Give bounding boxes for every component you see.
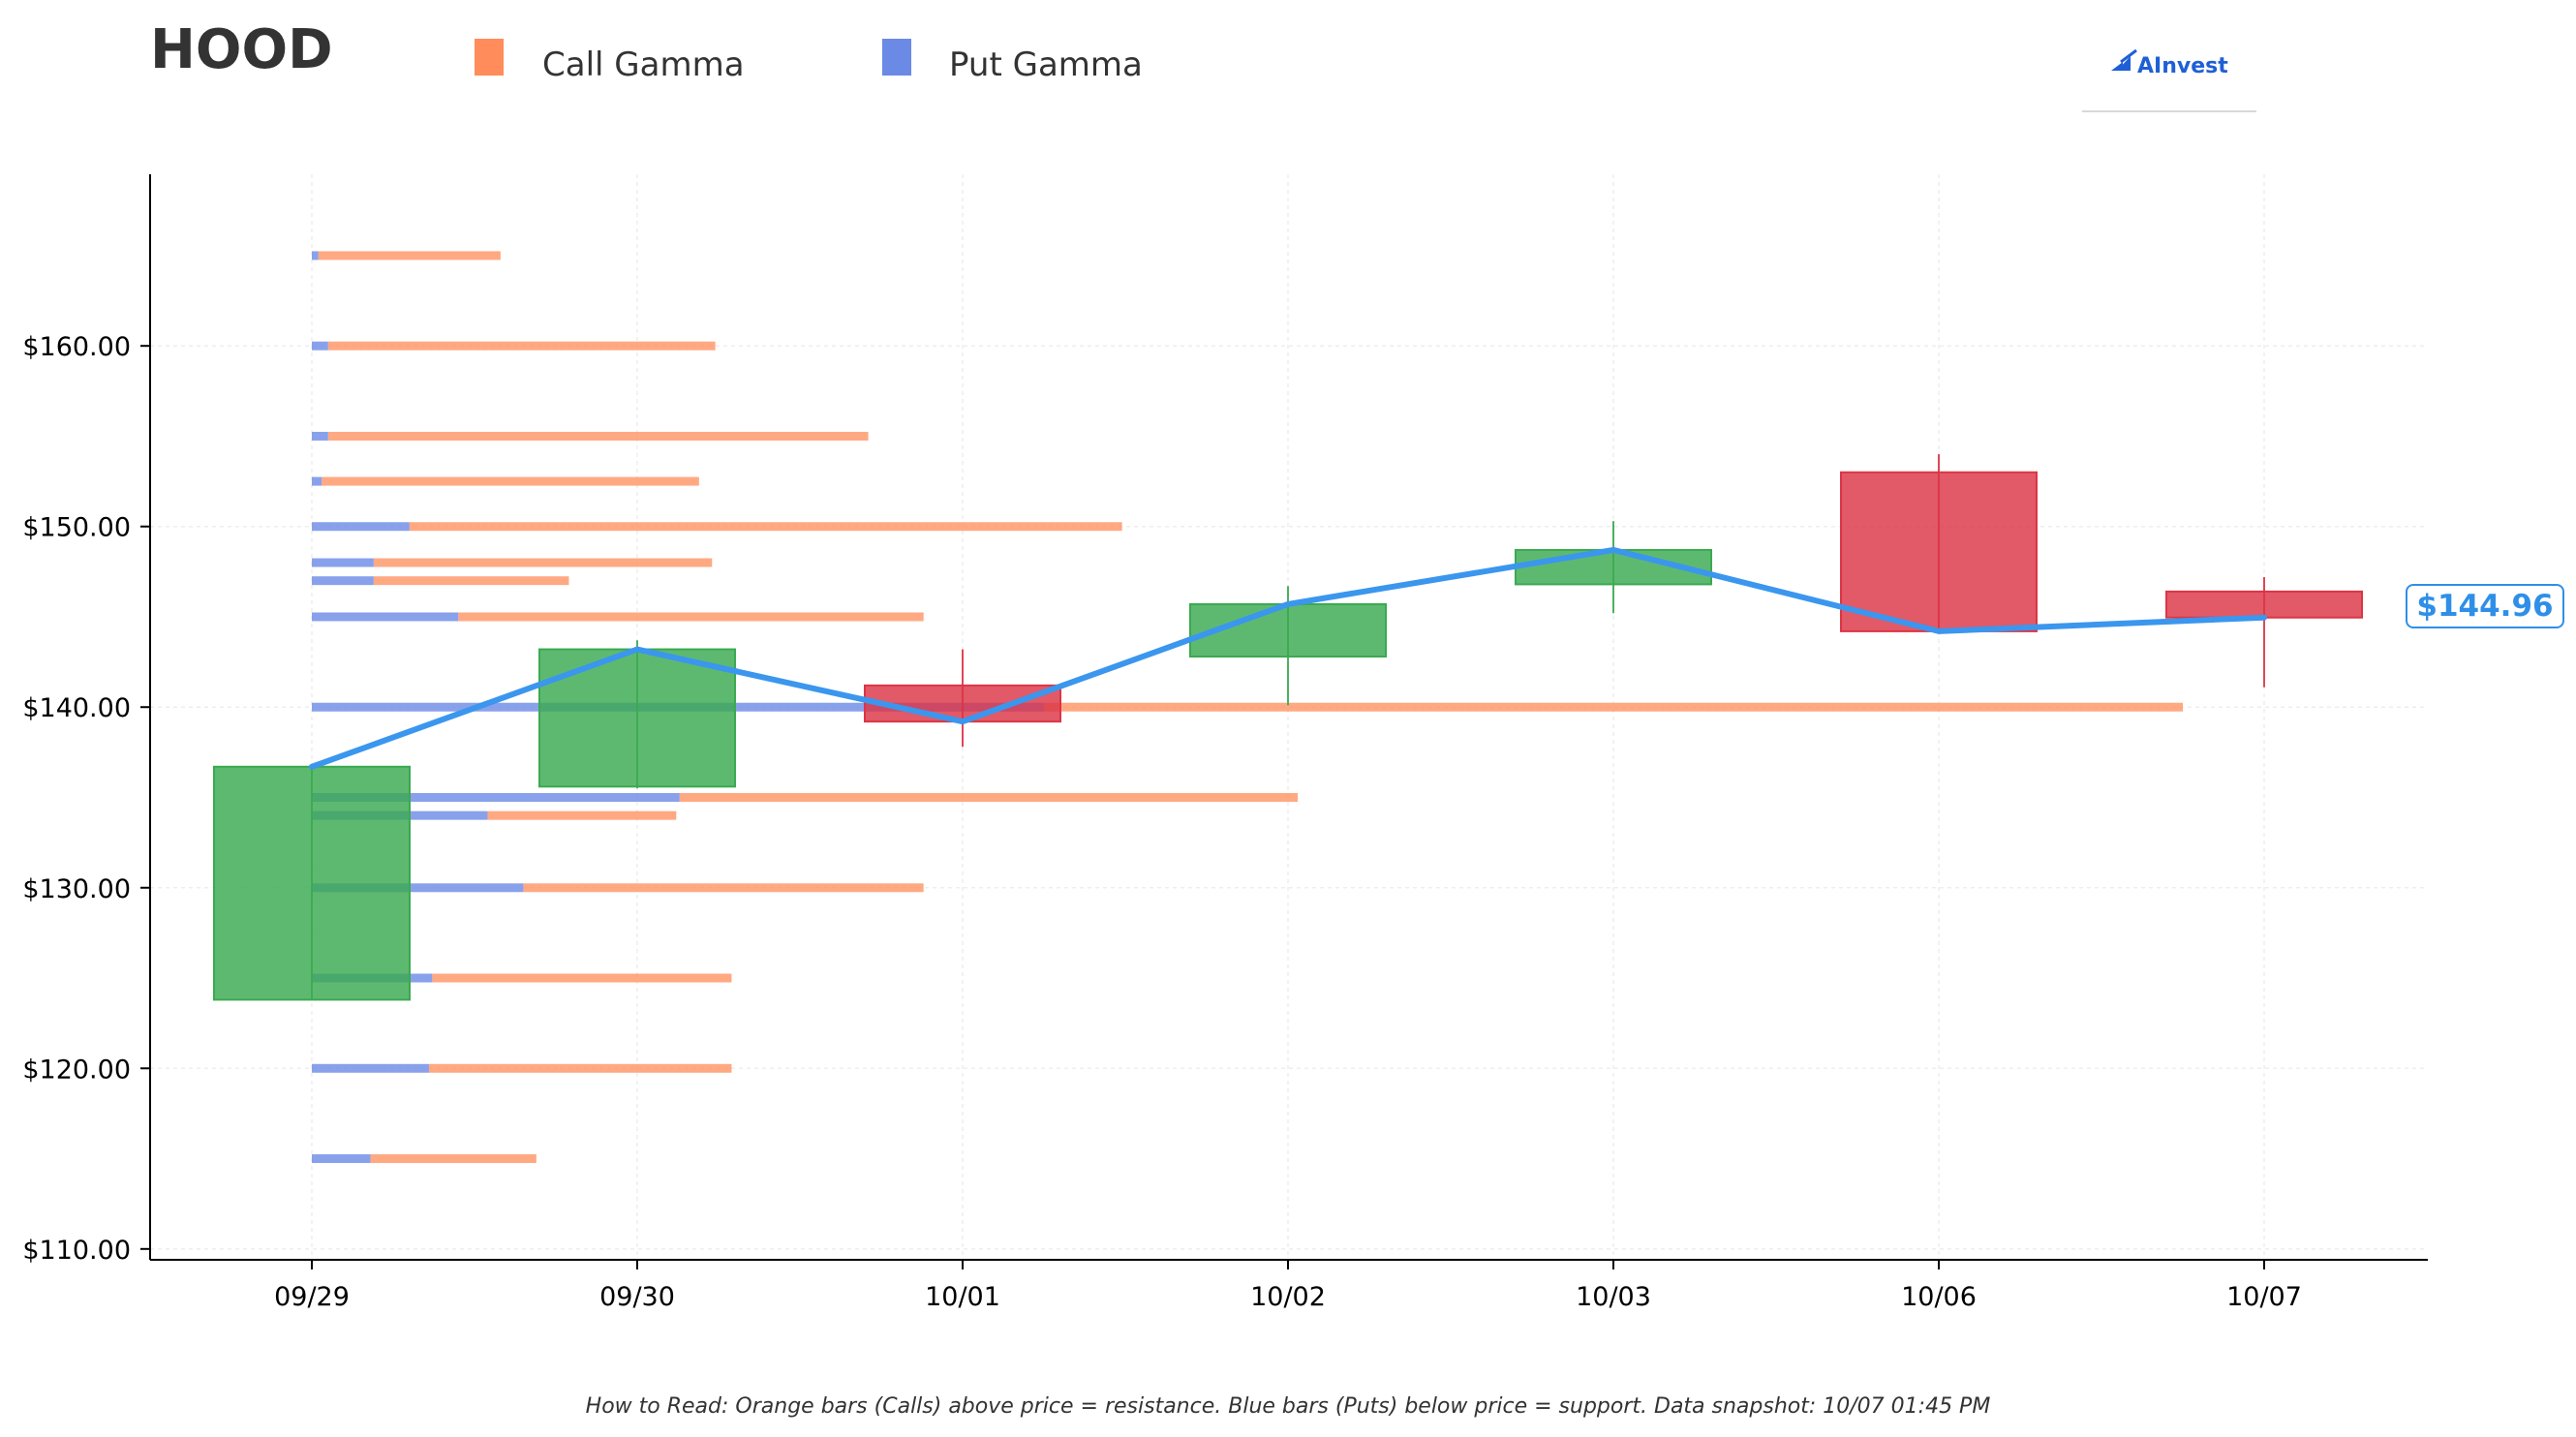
ainvest-logo[interactable]: AInvest xyxy=(2082,48,2256,112)
call-gamma-legend-swatch xyxy=(475,39,504,76)
put-gamma-bar-160 xyxy=(312,341,328,351)
x-tick-label-1: 09/30 xyxy=(599,1282,675,1312)
y-tick-label-3: $140.00 xyxy=(22,693,131,723)
call-gamma-bar-155 xyxy=(327,431,869,441)
put-gamma-bar-147 xyxy=(312,576,374,586)
call-gamma-bar-140 xyxy=(1044,702,2183,712)
y-tick-label-5: $160.00 xyxy=(22,332,131,362)
call-gamma-bar-120 xyxy=(428,1063,732,1073)
current-price-badge: $144.96 xyxy=(2406,584,2564,628)
call-gamma-bar-148 xyxy=(373,558,713,567)
candle-body-10/01 xyxy=(864,684,1061,723)
x-tick-label-5: 10/06 xyxy=(1901,1282,1977,1312)
put-gamma-bar-145 xyxy=(312,612,459,622)
candle-body-10/07 xyxy=(2165,590,2363,619)
call-gamma-bar-150 xyxy=(409,522,1122,532)
how-to-read-footnote: How to Read: Orange bars (Calls) above p… xyxy=(586,1394,1991,1419)
put-gamma-bar-150 xyxy=(312,522,410,532)
put-gamma-bar-165 xyxy=(312,251,319,260)
x-tick-label-6: 10/07 xyxy=(2226,1282,2302,1312)
close-line-path xyxy=(309,546,2267,770)
y-tick-label-2: $130.00 xyxy=(22,874,131,904)
close-price-line xyxy=(309,546,2267,770)
put-gamma-bar-120 xyxy=(312,1063,429,1073)
call-gamma-bar-115 xyxy=(370,1154,537,1164)
put-gamma-bar-148 xyxy=(312,558,374,567)
call-gamma-bar-135 xyxy=(679,793,1299,803)
candle-body-09/29 xyxy=(213,765,411,1001)
put-gamma-bar-115 xyxy=(312,1154,371,1164)
call-gamma-bar-160 xyxy=(327,341,716,351)
x-tick-label-3: 10/02 xyxy=(1250,1282,1326,1312)
put-gamma-bar-155 xyxy=(312,431,328,441)
current-price-label: $144.96 xyxy=(2416,589,2553,624)
x-tick-label-0: 09/29 xyxy=(274,1282,350,1312)
call-gamma-bar-125 xyxy=(432,973,732,983)
legend: Call Gamma Put Gamma xyxy=(475,39,1143,84)
candlesticks xyxy=(213,454,2363,1001)
call-gamma-legend-label: Call Gamma xyxy=(542,46,745,84)
grid xyxy=(150,174,2428,1260)
ticker-title: HOOD xyxy=(150,18,333,81)
call-gamma-bar-130 xyxy=(523,883,924,893)
call-gamma-bar-134 xyxy=(487,810,677,820)
axes: $110.00 $120.00 $130.00 $140.00 $150.00 $160.… xyxy=(22,174,2428,1312)
y-tick-label-4: $150.00 xyxy=(22,513,131,543)
ainvest-logo-icon xyxy=(2111,48,2137,71)
ainvest-logo-text: AInvest xyxy=(2137,54,2228,78)
call-gamma-bar-165 xyxy=(318,251,501,260)
call-gamma-bar-152.5 xyxy=(322,476,699,486)
candle-body-10/06 xyxy=(1840,471,2038,632)
call-gamma-bar-147 xyxy=(373,576,569,586)
call-gamma-bar-145 xyxy=(458,612,924,622)
y-tick-label-1: $120.00 xyxy=(22,1055,131,1085)
x-tick-label-2: 10/01 xyxy=(925,1282,1000,1312)
candle-body-09/30 xyxy=(538,648,736,788)
put-gamma-bar-152.5 xyxy=(312,476,322,486)
x-tick-label-4: 10/03 xyxy=(1576,1282,1651,1312)
put-gamma-bar-130 xyxy=(312,883,524,893)
put-gamma-legend-label: Put Gamma xyxy=(949,46,1143,84)
put-gamma-bar-135 xyxy=(312,793,680,803)
put-gamma-legend-swatch xyxy=(882,39,911,76)
y-tick-label-0: $110.00 xyxy=(22,1236,131,1266)
current-price-box xyxy=(2406,584,2564,628)
